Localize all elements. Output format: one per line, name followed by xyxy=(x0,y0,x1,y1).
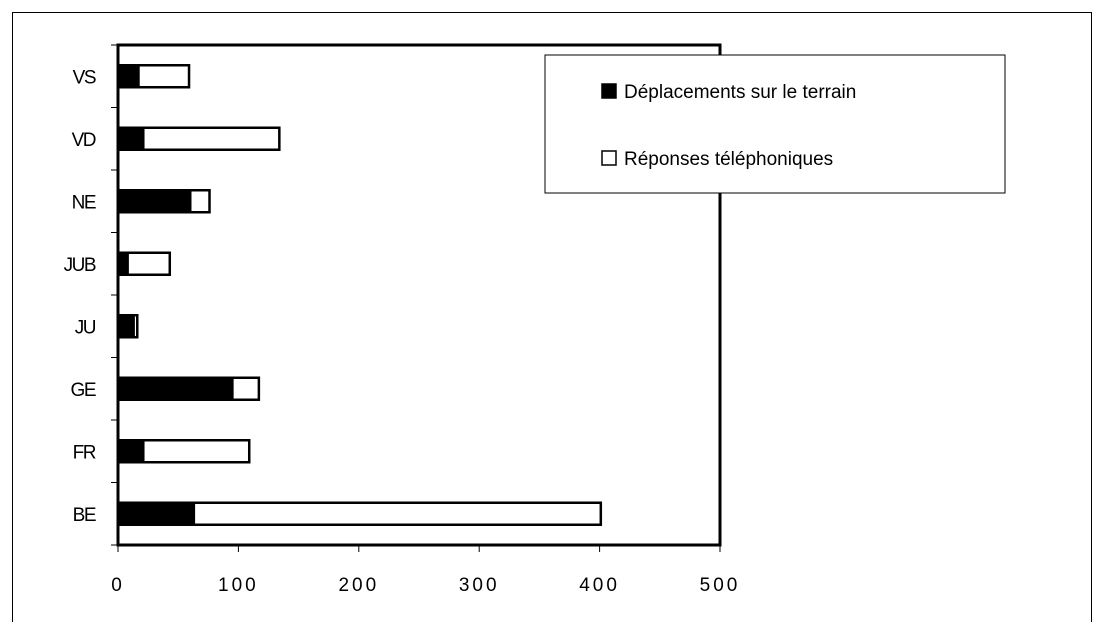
bar-vs-series-1 xyxy=(137,64,191,89)
legend-box xyxy=(544,54,1006,194)
x-tick-labels: 0 100 200 300 400 500 xyxy=(111,575,741,596)
bar-be-series-1 xyxy=(192,501,603,526)
x-tick-label: 200 xyxy=(338,575,379,596)
bar-jub-series-0 xyxy=(116,251,129,276)
bar-fr-series-0 xyxy=(116,439,145,464)
x-tick-label: 500 xyxy=(700,575,741,596)
bar-vd-series-0 xyxy=(116,126,145,151)
y-tick-labels: BE FR GE JU JUB NE VD VS xyxy=(64,67,98,526)
y-tick-label-fr: FR xyxy=(73,442,96,463)
y-tick-label-be: BE xyxy=(73,505,96,526)
x-tick-label: 100 xyxy=(218,575,259,596)
bar-ne-series-1 xyxy=(188,189,211,214)
y-tick-label-ge: GE xyxy=(71,380,96,401)
y-tick-label-vs: VS xyxy=(73,67,96,88)
chart-frame xyxy=(12,12,1092,622)
bar-jub-series-1 xyxy=(126,251,172,276)
y-tick-label-jub: JUB xyxy=(64,255,96,276)
x-tick-label: 300 xyxy=(459,575,500,596)
y-tick-label-vd: VD xyxy=(72,130,96,151)
bar-be-series-0 xyxy=(116,501,196,526)
bar-vs-series-0 xyxy=(116,64,140,89)
bar-ge-series-1 xyxy=(231,376,261,401)
bar-ne-series-0 xyxy=(116,189,192,214)
legend-swatch-reponses xyxy=(601,150,617,166)
bar-fr-series-1 xyxy=(142,439,251,464)
bar-ju-series-1 xyxy=(132,314,139,339)
bars xyxy=(116,64,603,526)
x-tick-label: 0 xyxy=(111,575,125,596)
x-tick-marks xyxy=(117,545,721,552)
bar-vd-series-1 xyxy=(142,126,281,151)
legend-swatch-deplacements xyxy=(601,83,617,99)
y-tick-marks xyxy=(111,44,118,546)
legend-label-reponses: Réponses téléphoniques xyxy=(624,149,833,170)
x-tick-label: 400 xyxy=(579,575,620,596)
legend: Déplacements sur le terrain Réponses tél… xyxy=(544,54,1006,194)
bar-ge-series-0 xyxy=(116,376,234,401)
legend-label-deplacements: Déplacements sur le terrain xyxy=(624,82,856,103)
y-tick-label-ne: NE xyxy=(72,192,96,213)
y-tick-label-ju: JU xyxy=(75,317,96,338)
bar-ju-series-0 xyxy=(116,314,135,339)
